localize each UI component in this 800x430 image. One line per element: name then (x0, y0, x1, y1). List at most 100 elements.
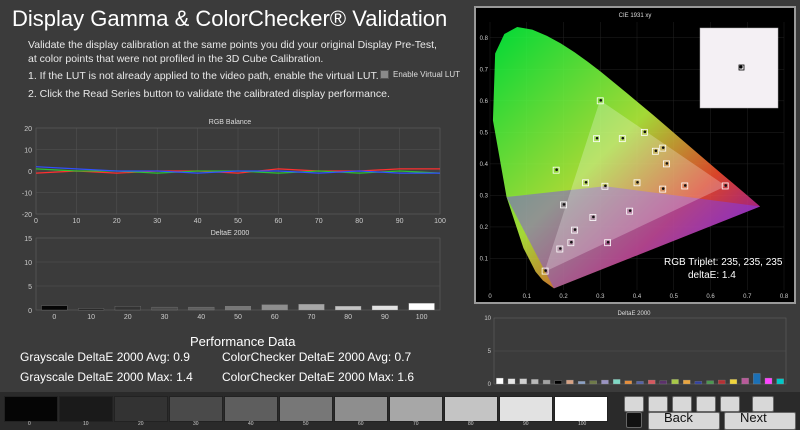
enable-lut-checkbox[interactable]: Enable Virtual LUT (380, 70, 460, 79)
bar (729, 379, 738, 385)
save-button[interactable] (752, 396, 774, 412)
performance-title: Performance Data (190, 334, 296, 349)
x-tick-label: 50 (234, 314, 242, 321)
pause-button[interactable] (720, 396, 740, 412)
bar (776, 378, 784, 385)
bar (542, 379, 551, 385)
measured-point (544, 269, 547, 272)
x-tick-label: 0 (488, 294, 492, 300)
x-tick-label: 0.2 (559, 294, 568, 300)
y-tick-label: 0.3 (480, 193, 489, 199)
bar (519, 378, 527, 385)
measured-point (570, 240, 573, 244)
target-marker (596, 97, 604, 105)
y-tick-label: 0 (28, 308, 32, 315)
patch-label: 100 (578, 421, 587, 427)
gray-patch[interactable] (4, 396, 58, 422)
chart-title: CIE 1931 xy (619, 13, 652, 19)
y-tick-label: 0.8 (480, 36, 489, 42)
chart-title: DeltaE 2000 (211, 230, 250, 237)
page-title: Display Gamma & ColorChecker® Validation (12, 6, 448, 31)
gray-patch[interactable] (499, 396, 553, 422)
bar (636, 381, 644, 385)
y-tick-label: 0.6 (480, 99, 489, 105)
play-button[interactable] (648, 396, 668, 412)
target-marker (659, 185, 667, 193)
measured-point (661, 187, 665, 190)
target-marker (604, 239, 612, 247)
bar (624, 380, 632, 385)
stop-button[interactable] (624, 396, 644, 412)
step-button[interactable] (672, 396, 692, 412)
bar (78, 308, 105, 311)
y-tick-label: 0 (488, 382, 492, 388)
checkbox-icon[interactable] (380, 70, 389, 79)
x-tick-label: 50 (234, 218, 242, 225)
measured-point (724, 184, 727, 187)
patch-label: 40 (248, 421, 254, 427)
gray-patch[interactable] (59, 396, 113, 422)
bar (151, 306, 178, 311)
loop-button[interactable] (696, 396, 716, 412)
target-marker (626, 207, 634, 215)
gray-patch[interactable] (444, 396, 498, 422)
x-tick-label: 30 (153, 218, 161, 225)
bar (114, 306, 141, 311)
measured-point (661, 146, 665, 149)
grayscale-avg-stat: Grayscale DeltaE 2000 Avg: 0.9 (20, 350, 190, 364)
series-line (35, 168, 440, 174)
target-marker (651, 147, 659, 155)
x-tick-label: 0 (34, 218, 38, 225)
x-tick-label: 10 (73, 218, 81, 225)
bar (706, 380, 714, 385)
colorchecker-max-stat: ColorChecker DeltaE 2000 Max: 1.6 (222, 370, 415, 384)
measured-point (584, 181, 588, 184)
target-marker (659, 144, 667, 152)
x-tick-label: 100 (416, 314, 428, 321)
y-tick-label: 0.4 (480, 162, 489, 168)
bar (601, 379, 609, 385)
target-marker (640, 128, 648, 136)
y-tick-label: 5 (488, 349, 492, 355)
gray-patch[interactable] (114, 396, 168, 422)
measured-point (599, 99, 603, 102)
target-marker (681, 182, 689, 190)
y-tick-label: 5 (28, 284, 32, 291)
target-marker (552, 166, 560, 174)
x-tick-label: 80 (344, 314, 352, 321)
gray-patch[interactable] (334, 396, 388, 422)
bar (188, 306, 215, 311)
record-button[interactable] (626, 412, 642, 428)
target-marker (567, 239, 575, 247)
bar (718, 379, 726, 385)
zoom-measured-point (739, 65, 743, 69)
target-marker (618, 135, 626, 143)
measured-point (555, 168, 558, 171)
gray-patch[interactable] (389, 396, 443, 422)
y-tick-label: 20 (24, 126, 32, 133)
measured-point (562, 203, 566, 206)
x-tick-label: 0.3 (596, 294, 605, 300)
gray-patch[interactable] (279, 396, 333, 422)
gray-patch[interactable] (169, 396, 223, 422)
x-tick-label: 0.5 (670, 294, 679, 300)
gray-patch[interactable] (554, 396, 608, 422)
target-marker (560, 201, 567, 209)
y-tick-label: 0.5 (480, 130, 489, 136)
back-label: Back (664, 410, 693, 425)
spectral-locus (492, 27, 761, 289)
measured-point (628, 209, 632, 212)
gray-patch[interactable] (224, 396, 278, 422)
target-marker (582, 179, 589, 187)
x-tick-label: 30 (161, 314, 169, 321)
chart-title: DeltaE 2000 (617, 311, 651, 317)
y-tick-label: 0.1 (480, 256, 489, 262)
target-marker (721, 182, 729, 190)
bar (753, 373, 761, 385)
bar (41, 305, 68, 311)
bar (671, 379, 679, 385)
x-tick-label: 40 (194, 218, 202, 225)
measured-point (559, 247, 562, 250)
x-tick-label: 0.1 (523, 294, 532, 300)
measured-point (654, 149, 658, 153)
